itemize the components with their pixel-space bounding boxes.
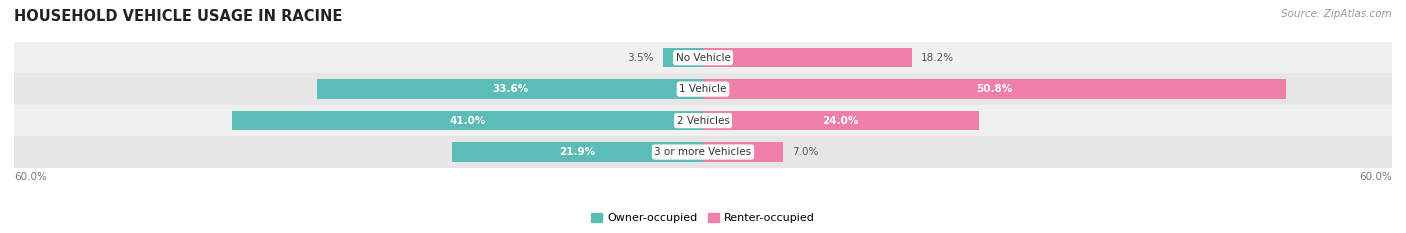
Text: 50.8%: 50.8%	[977, 84, 1012, 94]
Text: 1 Vehicle: 1 Vehicle	[679, 84, 727, 94]
Text: 60.0%: 60.0%	[1360, 172, 1392, 182]
Text: No Vehicle: No Vehicle	[675, 53, 731, 63]
Bar	[703, 48, 912, 67]
Text: 21.9%: 21.9%	[560, 147, 595, 157]
Bar	[703, 79, 1286, 99]
Bar	[14, 42, 1392, 73]
Text: 41.0%: 41.0%	[450, 116, 486, 126]
Text: 33.6%: 33.6%	[492, 84, 529, 94]
Bar	[14, 73, 1392, 105]
Text: 7.0%: 7.0%	[793, 147, 818, 157]
Text: 18.2%: 18.2%	[921, 53, 955, 63]
Text: 60.0%: 60.0%	[14, 172, 46, 182]
Text: HOUSEHOLD VEHICLE USAGE IN RACINE: HOUSEHOLD VEHICLE USAGE IN RACINE	[14, 9, 343, 24]
Bar	[232, 111, 703, 130]
Bar	[14, 136, 1392, 168]
Bar	[703, 111, 979, 130]
Bar	[14, 105, 1392, 136]
Text: 3.5%: 3.5%	[627, 53, 654, 63]
Text: 3 or more Vehicles: 3 or more Vehicles	[654, 147, 752, 157]
Text: 2 Vehicles: 2 Vehicles	[676, 116, 730, 126]
Bar	[703, 142, 783, 162]
Bar	[318, 79, 703, 99]
Text: Source: ZipAtlas.com: Source: ZipAtlas.com	[1281, 9, 1392, 19]
Text: 24.0%: 24.0%	[823, 116, 859, 126]
Bar	[662, 48, 703, 67]
Legend: Owner-occupied, Renter-occupied: Owner-occupied, Renter-occupied	[586, 209, 820, 228]
Bar	[451, 142, 703, 162]
